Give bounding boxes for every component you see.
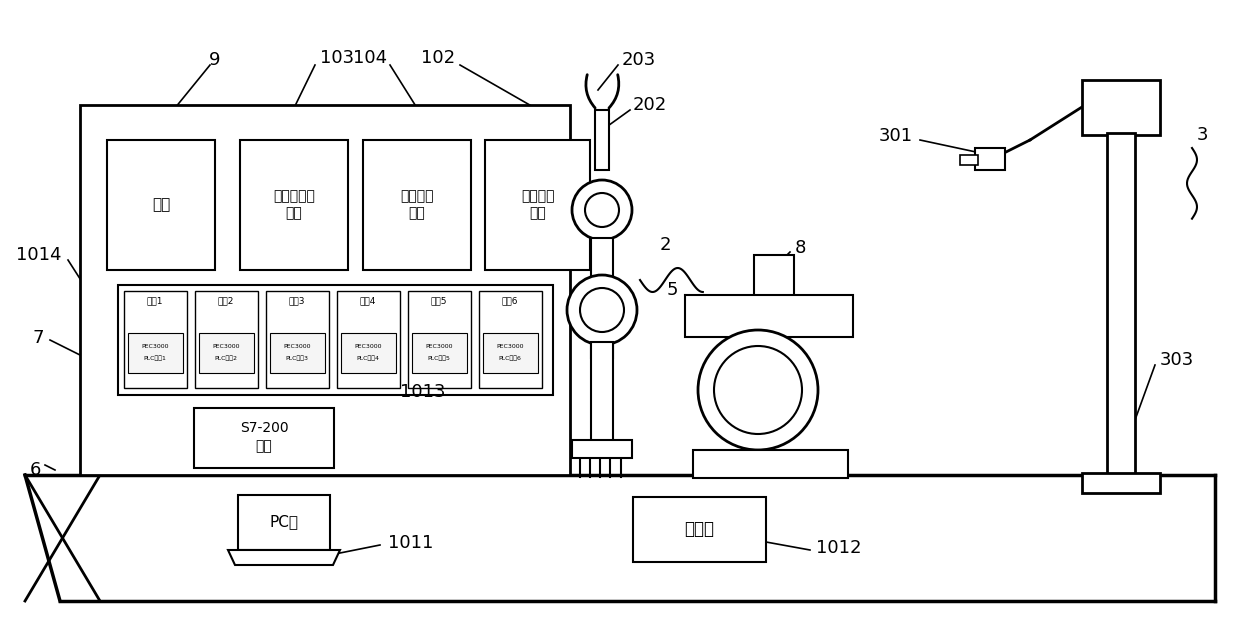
- Text: 单元: 单元: [285, 206, 303, 220]
- Bar: [124, 291, 187, 388]
- Circle shape: [698, 330, 818, 450]
- Bar: [81, 105, 570, 475]
- Text: PEC3000: PEC3000: [496, 345, 523, 350]
- Text: 1014: 1014: [16, 246, 62, 264]
- Bar: [975, 148, 1004, 170]
- Bar: [107, 140, 215, 270]
- Bar: [572, 440, 632, 458]
- Text: 模块4: 模块4: [360, 296, 376, 306]
- Bar: [595, 110, 609, 170]
- Text: 模块3: 模块3: [289, 296, 305, 306]
- Text: PLC从站6: PLC从站6: [498, 355, 522, 361]
- Bar: [754, 255, 794, 297]
- Text: 模块5: 模块5: [430, 296, 448, 306]
- Bar: [408, 291, 471, 388]
- Text: 202: 202: [632, 96, 667, 114]
- Text: 3: 3: [1197, 126, 1208, 144]
- Text: PLC从站3: PLC从站3: [285, 355, 309, 361]
- Bar: [485, 140, 590, 270]
- Text: 单元: 单元: [529, 206, 547, 220]
- Text: 1012: 1012: [816, 539, 862, 557]
- Bar: [1083, 80, 1159, 135]
- Bar: [484, 333, 538, 373]
- Bar: [195, 291, 258, 388]
- Bar: [1083, 473, 1159, 493]
- Text: 8: 8: [795, 239, 806, 257]
- Bar: [241, 140, 348, 270]
- Text: 102: 102: [420, 49, 455, 67]
- Bar: [1107, 133, 1135, 475]
- Bar: [198, 333, 254, 373]
- Circle shape: [585, 193, 619, 227]
- Text: 301: 301: [879, 127, 913, 145]
- Bar: [363, 140, 471, 270]
- Bar: [267, 291, 329, 388]
- Bar: [412, 333, 467, 373]
- Circle shape: [580, 288, 624, 332]
- Bar: [960, 155, 978, 165]
- Text: 103: 103: [320, 49, 355, 67]
- Bar: [193, 408, 334, 468]
- Text: S7-200: S7-200: [239, 421, 289, 435]
- Text: 2: 2: [660, 236, 672, 254]
- Bar: [693, 450, 848, 478]
- Text: 视觉控制: 视觉控制: [521, 189, 554, 203]
- Text: 1011: 1011: [388, 534, 433, 552]
- Text: PEC3000: PEC3000: [141, 345, 169, 350]
- Text: 主站: 主站: [255, 439, 273, 453]
- Text: 104: 104: [353, 49, 387, 67]
- Text: 单元: 单元: [409, 206, 425, 220]
- Text: 模块6: 模块6: [502, 296, 518, 306]
- Text: 1013: 1013: [401, 383, 445, 401]
- Bar: [128, 333, 184, 373]
- Bar: [238, 495, 330, 550]
- Text: 变位机控制: 变位机控制: [273, 189, 315, 203]
- Text: 7: 7: [32, 329, 43, 347]
- Text: 5: 5: [667, 281, 678, 299]
- Text: PLC从站4: PLC从站4: [357, 355, 379, 361]
- Circle shape: [714, 346, 802, 434]
- Text: 模块2: 模块2: [218, 296, 234, 306]
- Circle shape: [572, 180, 632, 240]
- Text: PEC3000: PEC3000: [212, 345, 239, 350]
- Bar: [337, 291, 401, 388]
- Text: 触摸屏: 触摸屏: [684, 520, 714, 538]
- Text: PEC3000: PEC3000: [355, 345, 382, 350]
- Text: PEC3000: PEC3000: [425, 345, 453, 350]
- Text: 303: 303: [1159, 351, 1194, 369]
- Bar: [118, 285, 553, 395]
- Text: 运动控制: 运动控制: [401, 189, 434, 203]
- Text: PC机: PC机: [269, 515, 299, 530]
- Bar: [591, 238, 613, 358]
- Bar: [341, 333, 396, 373]
- Text: 203: 203: [622, 51, 656, 69]
- Text: PLC从站1: PLC从站1: [144, 355, 166, 361]
- Bar: [270, 333, 325, 373]
- Text: 6: 6: [30, 461, 41, 479]
- Text: PEC3000: PEC3000: [283, 345, 311, 350]
- Bar: [479, 291, 542, 388]
- Bar: [632, 497, 766, 562]
- Text: 9: 9: [210, 51, 221, 69]
- Text: PLC从站2: PLC从站2: [215, 355, 238, 361]
- Polygon shape: [228, 550, 340, 565]
- Text: PLC从站5: PLC从站5: [428, 355, 450, 361]
- Circle shape: [567, 275, 637, 345]
- Text: 电源: 电源: [151, 197, 170, 212]
- Bar: [591, 342, 613, 442]
- Text: 模块1: 模块1: [146, 296, 164, 306]
- Bar: [684, 295, 853, 337]
